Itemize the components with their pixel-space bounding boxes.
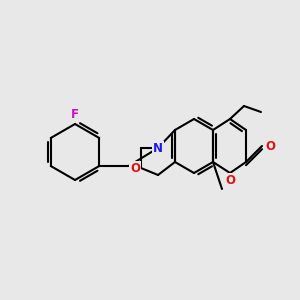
- Text: F: F: [71, 109, 79, 122]
- Text: N: N: [153, 142, 163, 154]
- Text: O: O: [265, 140, 275, 152]
- Text: O: O: [225, 173, 235, 187]
- Text: O: O: [130, 161, 140, 175]
